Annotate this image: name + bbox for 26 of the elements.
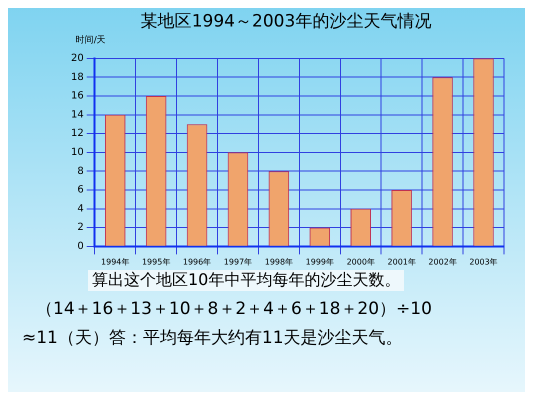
x-tick-label: 1995年 <box>142 257 170 266</box>
chart-title: 某地区1994～2003年的沙尘天气情况 <box>140 12 432 32</box>
y-tick-label: 18 <box>70 72 84 83</box>
x-tick-label: 1998年 <box>264 257 294 266</box>
text: ≈11（天）答：平均每年大约有11天是沙尘天气。 <box>21 327 404 349</box>
x-tick-label: 2001年 <box>388 257 416 266</box>
x-tick-label: 2002年 <box>428 257 457 266</box>
y-tick-label: 16 <box>70 90 84 102</box>
y-axis-title: 时间/天 <box>76 34 106 46</box>
x-tick-label: 1996年 <box>182 257 212 266</box>
x-tick-label: 2000年 <box>346 257 375 266</box>
y-tick-label: 12 <box>70 128 84 140</box>
y-tick-label: 6 <box>77 184 84 196</box>
y-tick-label: 14 <box>70 109 84 120</box>
y-tick-label: 8 <box>77 166 84 177</box>
y-tick-label: 20 <box>70 52 84 64</box>
text: （14＋16＋13＋10＋8＋2＋4＋6＋18＋20）÷10 <box>35 298 433 320</box>
y-tick-label: 4 <box>77 203 84 214</box>
y-tick-label: 0 <box>77 240 84 252</box>
x-tick-label: 1997年 <box>224 257 252 266</box>
y-tick-label: 2 <box>77 222 84 234</box>
x-tick-label: 2003年 <box>469 257 498 266</box>
x-tick-label: 1994年 <box>101 257 130 266</box>
y-tick-label: 10 <box>70 146 84 158</box>
text: 算出这个地区10年中平均每年的沙尘天数。 <box>88 270 404 291</box>
x-tick-label: 1999年 <box>306 257 334 266</box>
